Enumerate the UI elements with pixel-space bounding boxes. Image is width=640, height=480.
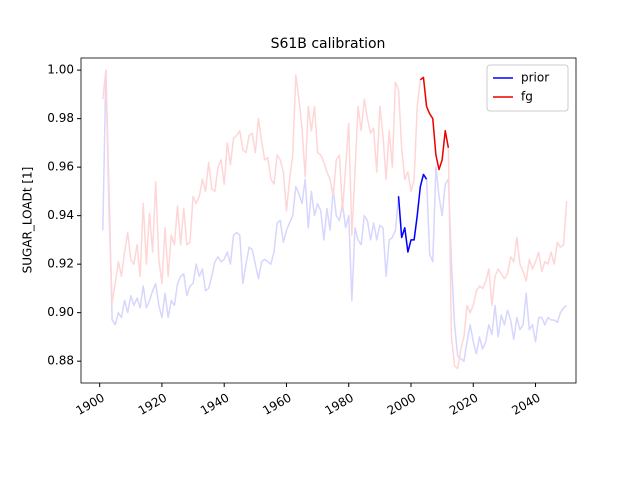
y-tick-label: 1.00 xyxy=(47,63,74,77)
y-tick-label: 0.98 xyxy=(47,111,74,125)
chart-title: S61B calibration xyxy=(271,36,386,52)
series-line xyxy=(419,76,450,171)
series-line xyxy=(397,173,428,253)
plot-frame xyxy=(80,57,577,384)
legend-label: fg xyxy=(521,90,533,104)
y-axis-label: SUGAR_LOADt [1] xyxy=(21,167,35,274)
legend-label: prior xyxy=(521,71,549,85)
background-line xyxy=(102,69,568,370)
y-tick-label: 0.88 xyxy=(47,354,74,368)
y-tick-label: 0.96 xyxy=(47,160,74,174)
y-tick-label: 0.90 xyxy=(47,305,74,319)
y-tick-label: 0.92 xyxy=(47,257,74,271)
background-line xyxy=(102,69,568,362)
y-tick-label: 0.94 xyxy=(47,208,74,222)
legend-box xyxy=(486,64,569,112)
